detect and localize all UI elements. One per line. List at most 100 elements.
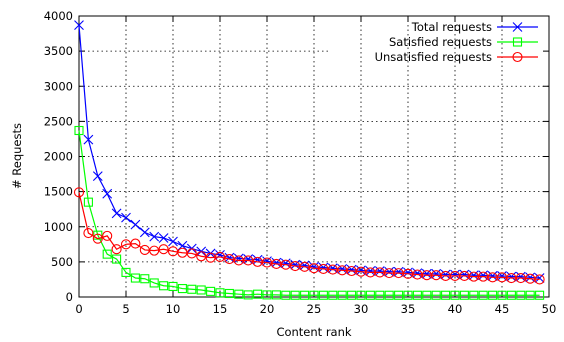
data-point-unsatisfied-requests bbox=[73, 187, 85, 198]
data-point-satisfied-requests bbox=[441, 290, 451, 300]
data-point-satisfied-requests bbox=[281, 290, 291, 300]
data-point-total-requests bbox=[168, 236, 178, 247]
data-point-total-requests bbox=[130, 219, 141, 230]
data-point-unsatisfied-requests bbox=[92, 233, 103, 244]
data-point-total-requests bbox=[478, 270, 489, 281]
y-tick-label: 500 bbox=[51, 255, 73, 269]
data-point-satisfied-requests bbox=[318, 290, 328, 300]
y-tick-label: 1500 bbox=[44, 185, 73, 199]
data-point-unsatisfied-requests bbox=[149, 245, 160, 256]
series-total-requests bbox=[74, 20, 545, 283]
data-point-satisfied-requests bbox=[384, 290, 394, 300]
x-tick-label: 20 bbox=[260, 302, 275, 316]
data-point-satisfied-requests bbox=[159, 281, 169, 291]
x-tick-label: 5 bbox=[122, 302, 129, 316]
data-point-satisfied-requests bbox=[74, 125, 84, 136]
data-point-total-requests bbox=[83, 134, 94, 145]
legend-item-satisfied-requests: Satisfied requests bbox=[389, 35, 538, 49]
data-point-satisfied-requests bbox=[187, 284, 197, 294]
data-point-satisfied-requests bbox=[140, 274, 150, 284]
data-point-satisfied-requests bbox=[450, 290, 460, 300]
data-point-satisfied-requests bbox=[253, 289, 263, 299]
data-point-total-requests bbox=[149, 231, 160, 242]
data-point-total-requests bbox=[262, 256, 272, 267]
data-point-total-requests bbox=[440, 269, 451, 280]
data-point-total-requests bbox=[497, 271, 507, 281]
data-point-total-requests bbox=[290, 259, 301, 270]
data-point-total-requests bbox=[412, 268, 423, 279]
data-point-total-requests bbox=[487, 271, 498, 281]
data-point-unsatisfied-requests bbox=[243, 255, 254, 266]
data-point-total-requests bbox=[506, 271, 517, 282]
data-point-unsatisfied-requests bbox=[224, 254, 235, 265]
data-point-total-requests bbox=[158, 233, 169, 243]
x-tick-label: 50 bbox=[542, 302, 557, 316]
y-tick-label: 3500 bbox=[44, 44, 73, 58]
data-point-total-requests bbox=[374, 266, 385, 276]
data-point-unsatisfied-requests bbox=[214, 251, 226, 263]
data-point-satisfied-requests bbox=[234, 289, 244, 299]
data-point-satisfied-requests bbox=[83, 197, 93, 207]
x-tick-label: 45 bbox=[495, 302, 510, 316]
data-point-satisfied-requests bbox=[149, 278, 159, 288]
data-point-unsatisfied-requests bbox=[83, 228, 94, 239]
x-tick-label: 35 bbox=[401, 302, 416, 316]
x-tick-label: 10 bbox=[166, 302, 181, 316]
data-point-total-requests bbox=[421, 268, 432, 279]
data-point-satisfied-requests bbox=[422, 290, 432, 300]
legend-item-unsatisfied-requests: Unsatisfied requests bbox=[375, 50, 538, 64]
data-point-unsatisfied-requests bbox=[111, 244, 122, 255]
y-tick-label: 2000 bbox=[44, 150, 73, 164]
data-point-satisfied-requests bbox=[224, 288, 234, 299]
data-point-total-requests bbox=[233, 253, 244, 264]
y-axis-label: # Requests bbox=[10, 123, 24, 189]
legend-label: Unsatisfied requests bbox=[375, 50, 492, 64]
data-point-satisfied-requests bbox=[356, 290, 366, 300]
data-point-satisfied-requests bbox=[262, 290, 272, 300]
data-point-satisfied-requests bbox=[243, 290, 253, 300]
data-point-unsatisfied-requests bbox=[167, 246, 179, 257]
data-point-satisfied-requests bbox=[112, 254, 122, 264]
y-tick-label: 1000 bbox=[44, 220, 73, 234]
data-point-total-requests bbox=[431, 268, 442, 279]
data-point-total-requests bbox=[299, 260, 310, 271]
data-point-total-requests bbox=[224, 252, 235, 263]
legend-label: Total requests bbox=[411, 20, 492, 34]
data-point-satisfied-requests bbox=[412, 290, 422, 300]
data-point-total-requests bbox=[309, 261, 319, 272]
series-line-satisfied-requests bbox=[78, 130, 540, 296]
data-point-satisfied-requests bbox=[196, 285, 206, 295]
data-point-total-requests bbox=[102, 188, 113, 199]
data-point-total-requests bbox=[403, 267, 413, 278]
legend-marker bbox=[512, 51, 523, 63]
data-point-satisfied-requests bbox=[516, 290, 526, 300]
series-satisfied-requests bbox=[74, 125, 545, 300]
data-point-satisfied-requests bbox=[525, 290, 535, 300]
data-point-total-requests bbox=[356, 265, 366, 276]
y-tick-label: 0 bbox=[66, 290, 73, 304]
grid bbox=[79, 16, 549, 297]
y-tick-label: 3000 bbox=[44, 79, 73, 93]
data-point-satisfied-requests bbox=[309, 290, 319, 300]
data-point-satisfied-requests bbox=[497, 290, 507, 300]
data-point-satisfied-requests bbox=[215, 288, 225, 298]
data-point-total-requests bbox=[346, 264, 357, 275]
data-point-satisfied-requests bbox=[271, 290, 281, 300]
data-point-total-requests bbox=[384, 266, 395, 277]
data-point-unsatisfied-requests bbox=[102, 230, 113, 241]
data-point-satisfied-requests bbox=[488, 290, 498, 300]
data-point-satisfied-requests bbox=[168, 281, 178, 292]
x-tick-label: 25 bbox=[307, 302, 322, 316]
data-point-unsatisfied-requests bbox=[158, 244, 169, 255]
data-point-total-requests bbox=[139, 227, 150, 238]
legend-label: Satisfied requests bbox=[389, 35, 492, 49]
data-point-satisfied-requests bbox=[130, 273, 140, 283]
data-point-satisfied-requests bbox=[365, 290, 375, 300]
data-point-unsatisfied-requests bbox=[196, 251, 207, 262]
data-point-unsatisfied-requests bbox=[534, 274, 545, 285]
data-point-total-requests bbox=[111, 208, 122, 219]
data-point-total-requests bbox=[243, 254, 254, 264]
series-unsatisfied-requests bbox=[73, 187, 545, 285]
data-point-total-requests bbox=[393, 266, 404, 277]
legend-marker bbox=[512, 22, 523, 32]
